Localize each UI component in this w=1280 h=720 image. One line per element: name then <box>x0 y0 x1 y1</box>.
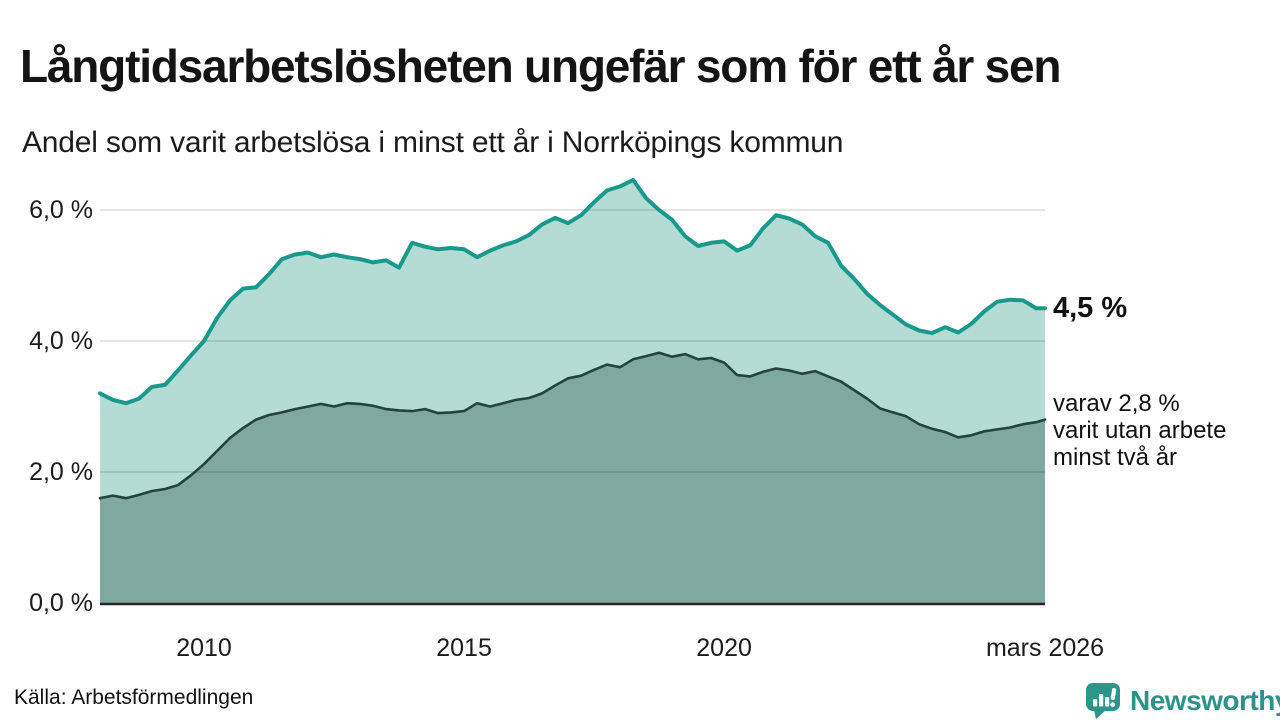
secondary-annotation-line: varit utan arbete <box>1053 417 1227 444</box>
area-at-least-two-years <box>100 352 1045 603</box>
x-axis-label: 2015 <box>436 634 492 662</box>
x-axis-label: 2020 <box>696 634 752 662</box>
line-at-least-one-year <box>98 177 1047 406</box>
y-axis-label: 6,0 % <box>29 196 93 224</box>
secondary-annotation-line: varav 2,8 % <box>1053 390 1180 417</box>
brand-name: Newsworthy <box>1130 684 1280 716</box>
source-note: Källa: Arbetsförmedlingen <box>14 686 254 709</box>
secondary-annotation-line: minst två år <box>1053 444 1178 471</box>
y-axis-label: 2,0 % <box>29 458 93 486</box>
y-axis-label: 0,0 % <box>29 589 93 617</box>
y-axis-label: 4,0 % <box>29 327 93 355</box>
secondary-annotation: varav 2,8 % varit utan arbete minst två … <box>1053 390 1226 471</box>
latest-value-label: 4,5 % <box>1053 292 1128 324</box>
page-subtitle: Andel som varit arbetslösa i minst ett å… <box>22 126 844 159</box>
brand-logo: Newsworthy <box>1085 681 1280 720</box>
x-axis-label: 2010 <box>176 634 232 662</box>
page-title: Långtidsarbetslösheten ungefär som för e… <box>20 39 1062 92</box>
line-at-least-two-years <box>98 351 1047 500</box>
x-axis-label: mars 2026 <box>985 634 1105 662</box>
newsworthy-icon <box>1086 683 1120 719</box>
